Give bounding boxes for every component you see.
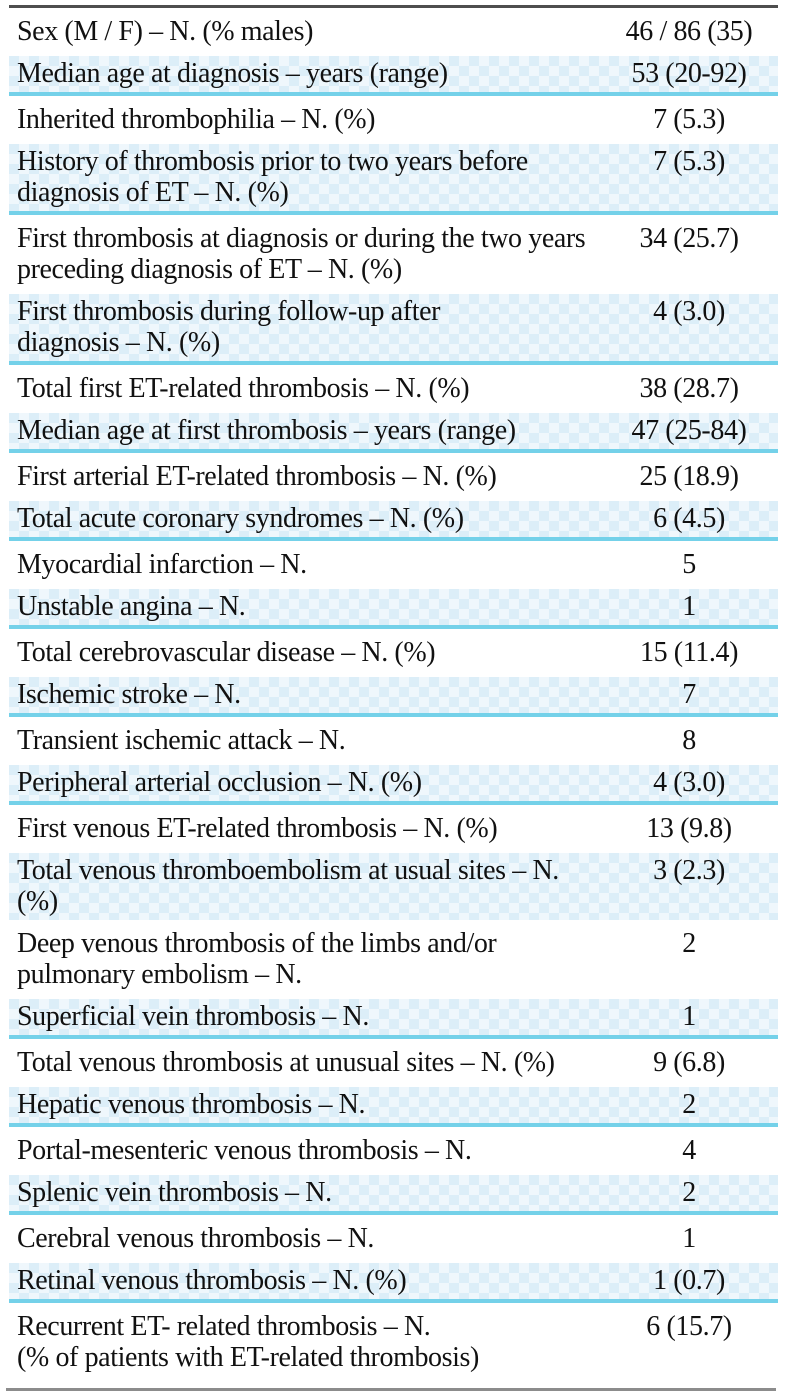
row-label: Deep venous thrombosis of the limbs and/…: [17, 928, 497, 990]
table-row: History of thrombosis prior to two years…: [9, 144, 778, 215]
row-label: First thrombosis at diagnosis or during …: [17, 223, 586, 285]
table-row: First thrombosis during follow-up after d…: [9, 294, 778, 365]
row-label: First venous ET-related thrombosis – N. …: [17, 813, 498, 844]
row-value: 2: [682, 928, 696, 959]
row-label: Splenic vein thrombosis – N.: [17, 1177, 332, 1208]
patient-characteristics-table: Sex (M / F) – N. (% males) 46 / 86 (35) …: [9, 5, 778, 1382]
row-label: Hepatic venous thrombosis – N.: [17, 1089, 366, 1120]
row-label: Myocardial infarction – N.: [17, 549, 307, 580]
row-value: 4 (3.0): [653, 767, 725, 798]
table-row: Ischemic stroke – N. 7: [9, 677, 778, 717]
row-value: 3 (2.3): [653, 855, 725, 886]
row-value: 1: [682, 591, 696, 622]
row-value: 6 (15.7): [646, 1311, 732, 1342]
table-row: Portal-mesenteric venous thrombosis – N.…: [9, 1127, 778, 1175]
row-label: Retinal venous thrombosis – N. (%): [17, 1265, 407, 1296]
table-row: Cerebral venous thrombosis – N. 1: [9, 1215, 778, 1263]
page: Sex (M / F) – N. (% males) 46 / 86 (35) …: [0, 5, 812, 1391]
row-value: 8: [682, 725, 696, 756]
row-label: Portal-mesenteric venous thrombosis – N.: [17, 1135, 472, 1166]
table-row: Hepatic venous thrombosis – N. 2: [9, 1087, 778, 1127]
row-label: Ischemic stroke – N.: [17, 679, 241, 710]
row-value: 46 / 86 (35): [625, 16, 753, 47]
table-row: Median age at first thrombosis – years (…: [9, 413, 778, 453]
row-value: 2: [682, 1089, 696, 1120]
table-row: Peripheral arterial occlusion – N. (%) 4…: [9, 765, 778, 805]
row-label: First thrombosis during follow-up after d…: [17, 296, 441, 358]
table-row: Median age at diagnosis – years (range) …: [9, 56, 778, 96]
table-row: Superficial vein thrombosis – N. 1: [9, 999, 778, 1039]
table-row: Myocardial infarction – N. 5: [9, 541, 778, 589]
row-label: Total cerebrovascular disease – N. (%): [17, 637, 436, 668]
row-value: 34 (25.7): [639, 223, 739, 254]
row-value: 4: [682, 1135, 696, 1166]
row-value: 2: [682, 1177, 696, 1208]
table-row: First thrombosis at diagnosis or during …: [9, 215, 778, 294]
row-label: Median age at diagnosis – years (range): [17, 58, 448, 89]
row-value: 13 (9.8): [646, 813, 732, 844]
row-value: 53 (20-92): [631, 58, 747, 89]
row-value: 47 (25-84): [631, 415, 747, 446]
row-label: Inherited thrombophilia – N. (%): [17, 104, 376, 135]
row-label: Peripheral arterial occlusion – N. (%): [17, 767, 422, 798]
row-label: Cerebral venous thrombosis – N.: [17, 1223, 374, 1254]
row-value: 7 (5.3): [653, 104, 725, 135]
row-value: 6 (4.5): [653, 503, 725, 534]
row-value: 5: [682, 549, 696, 580]
table-row: Total cerebrovascular disease – N. (%) 1…: [9, 629, 778, 677]
table-row: Total acute coronary syndromes – N. (%) …: [9, 501, 778, 541]
row-value: 1: [682, 1001, 696, 1032]
row-label: Recurrent ET- related thrombosis – N. (% …: [17, 1311, 479, 1373]
row-label: History of thrombosis prior to two years…: [17, 146, 528, 208]
row-value: 15 (11.4): [639, 637, 738, 668]
table-row: First arterial ET-related thrombosis – N…: [9, 453, 778, 501]
table-row: Transient ischemic attack – N. 8: [9, 717, 778, 765]
row-label: Median age at first thrombosis – years (…: [17, 415, 516, 446]
row-value: 1 (0.7): [653, 1265, 725, 1296]
row-label: Sex (M / F) – N. (% males): [17, 16, 314, 47]
row-label: Transient ischemic attack – N.: [17, 725, 346, 756]
row-value: 7 (5.3): [653, 146, 725, 177]
table-row: Retinal venous thrombosis – N. (%) 1 (0.…: [9, 1263, 778, 1303]
row-value: 9 (6.8): [653, 1047, 725, 1078]
table-row: Total venous thromboembolism at usual si…: [9, 853, 778, 920]
row-label: Unstable angina – N.: [17, 591, 246, 622]
row-value: 38 (28.7): [639, 373, 739, 404]
row-label: First arterial ET-related thrombosis – N…: [17, 461, 497, 492]
row-label: Total first ET-related thrombosis – N. (…: [17, 373, 470, 404]
row-value: 25 (18.9): [639, 461, 739, 492]
row-label: Total acute coronary syndromes – N. (%): [17, 503, 464, 534]
table-row: Sex (M / F) – N. (% males) 46 / 86 (35): [9, 8, 778, 56]
table-row: Splenic vein thrombosis – N. 2: [9, 1175, 778, 1215]
row-value: 4 (3.0): [653, 296, 725, 327]
row-label: Total venous thromboembolism at usual si…: [17, 855, 559, 917]
table-row: Inherited thrombophilia – N. (%) 7 (5.3): [9, 96, 778, 144]
table-row: Total venous thrombosis at unusual sites…: [9, 1039, 778, 1087]
row-label: Total venous thrombosis at unusual sites…: [17, 1047, 555, 1078]
table-row: Unstable angina – N. 1: [9, 589, 778, 629]
table-row: Deep venous thrombosis of the limbs and/…: [9, 920, 778, 999]
row-value: 7: [682, 679, 696, 710]
table-row: First venous ET-related thrombosis – N. …: [9, 805, 778, 853]
row-label: Superficial vein thrombosis – N.: [17, 1001, 369, 1032]
table-row: Recurrent ET- related thrombosis – N. (% …: [9, 1303, 778, 1382]
row-value: 1: [682, 1223, 696, 1254]
table-row: Total first ET-related thrombosis – N. (…: [9, 365, 778, 413]
